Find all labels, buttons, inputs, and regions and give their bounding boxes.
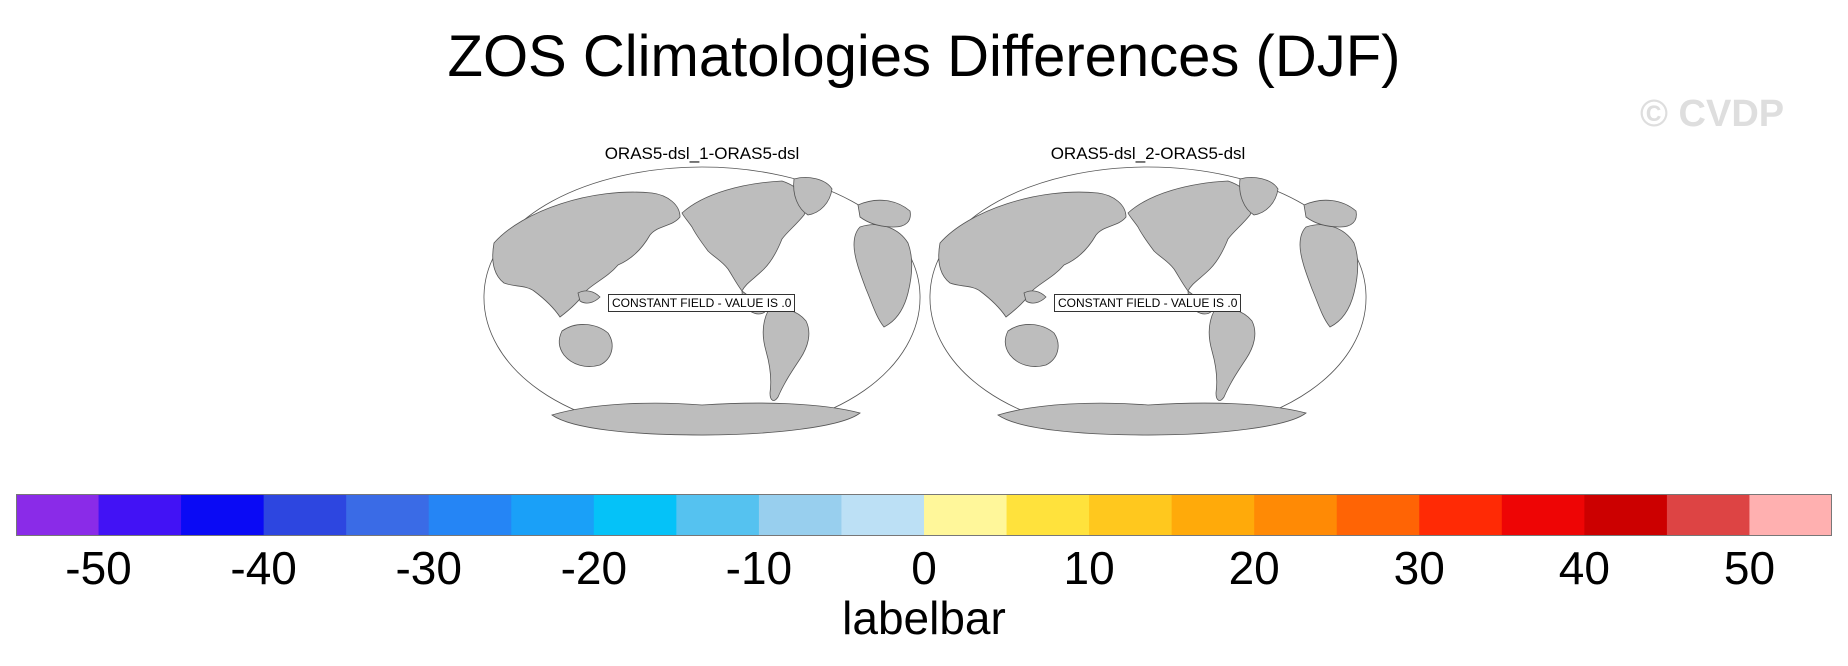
land-africa	[853, 224, 913, 328]
colorbar-box	[841, 494, 925, 536]
colorbar-box	[1336, 494, 1420, 536]
colorbar-box	[1584, 494, 1668, 536]
colorbar-tick-label: 10	[1063, 542, 1115, 594]
land-europe	[857, 199, 911, 228]
land-australia	[558, 324, 613, 367]
colorbar-box	[1171, 494, 1255, 536]
colorbar-tick-label: 40	[1558, 542, 1610, 594]
land-maritime-asia	[577, 290, 601, 304]
colorbar-box	[98, 494, 182, 536]
land-greenland	[793, 177, 833, 216]
panel-1-title: ORAS5-dsl_1-ORAS5-dsl	[604, 144, 800, 163]
land-australia	[1004, 324, 1059, 367]
colorbar-box	[1006, 494, 1090, 536]
constant-field-label-1: CONSTANT FIELD - VALUE IS .0	[608, 294, 796, 312]
figure-title: ZOS Climatologies Differences (DJF)	[447, 24, 1401, 89]
colorbar	[16, 494, 1832, 536]
land-asia	[938, 191, 1127, 318]
colorbar-tick-label: -50	[65, 542, 132, 594]
colorbar-box	[924, 494, 1008, 536]
land-south-america	[1208, 308, 1256, 401]
colorbar-box	[181, 494, 265, 536]
colorbar-box	[428, 494, 512, 536]
colorbar-tick-label: 0	[911, 542, 937, 594]
colorbar-box	[758, 494, 842, 536]
colorbar-box	[16, 494, 100, 536]
colorbar-tick-label: -40	[230, 542, 297, 594]
colorbar-tick-label: -10	[725, 542, 793, 594]
land-africa	[1299, 224, 1359, 328]
colorbar-tick-label: -30	[395, 542, 462, 594]
colorbar-tick-label: 50	[1723, 542, 1776, 594]
land-north-america	[1127, 180, 1253, 292]
panel-2-title: ORAS5-dsl_2-ORAS5-dsl	[1050, 144, 1246, 163]
colorbar-box	[1501, 494, 1585, 536]
land-north-america	[681, 180, 807, 292]
colorbar-label: labelbar	[842, 592, 1006, 644]
cvdp-watermark: © CVDP	[1640, 93, 1785, 135]
land-maritime-asia	[1023, 290, 1047, 304]
colorbar-box	[1666, 494, 1750, 536]
colorbar-box	[1419, 494, 1503, 536]
land-asia	[492, 191, 681, 318]
land-europe	[1303, 199, 1357, 228]
constant-field-label-2: CONSTANT FIELD - VALUE IS .0	[1054, 294, 1242, 312]
colorbar-box	[1254, 494, 1338, 536]
colorbar-tick-label: -20	[560, 542, 628, 594]
colorbar-box	[511, 494, 595, 536]
colorbar-box	[676, 494, 760, 536]
land-south-america	[762, 308, 810, 401]
land-greenland	[1239, 177, 1279, 216]
colorbar-box	[593, 494, 677, 536]
land-antarctica	[997, 402, 1307, 436]
colorbar-border	[16, 494, 1832, 536]
colorbar-tick-label: 30	[1393, 542, 1445, 594]
land-antarctica	[551, 402, 861, 436]
colorbar-box	[346, 494, 430, 536]
colorbar-tick-label: 20	[1228, 542, 1280, 594]
colorbar-box	[263, 494, 347, 536]
colorbar-box	[1089, 494, 1173, 536]
colorbar-box	[1749, 494, 1832, 536]
